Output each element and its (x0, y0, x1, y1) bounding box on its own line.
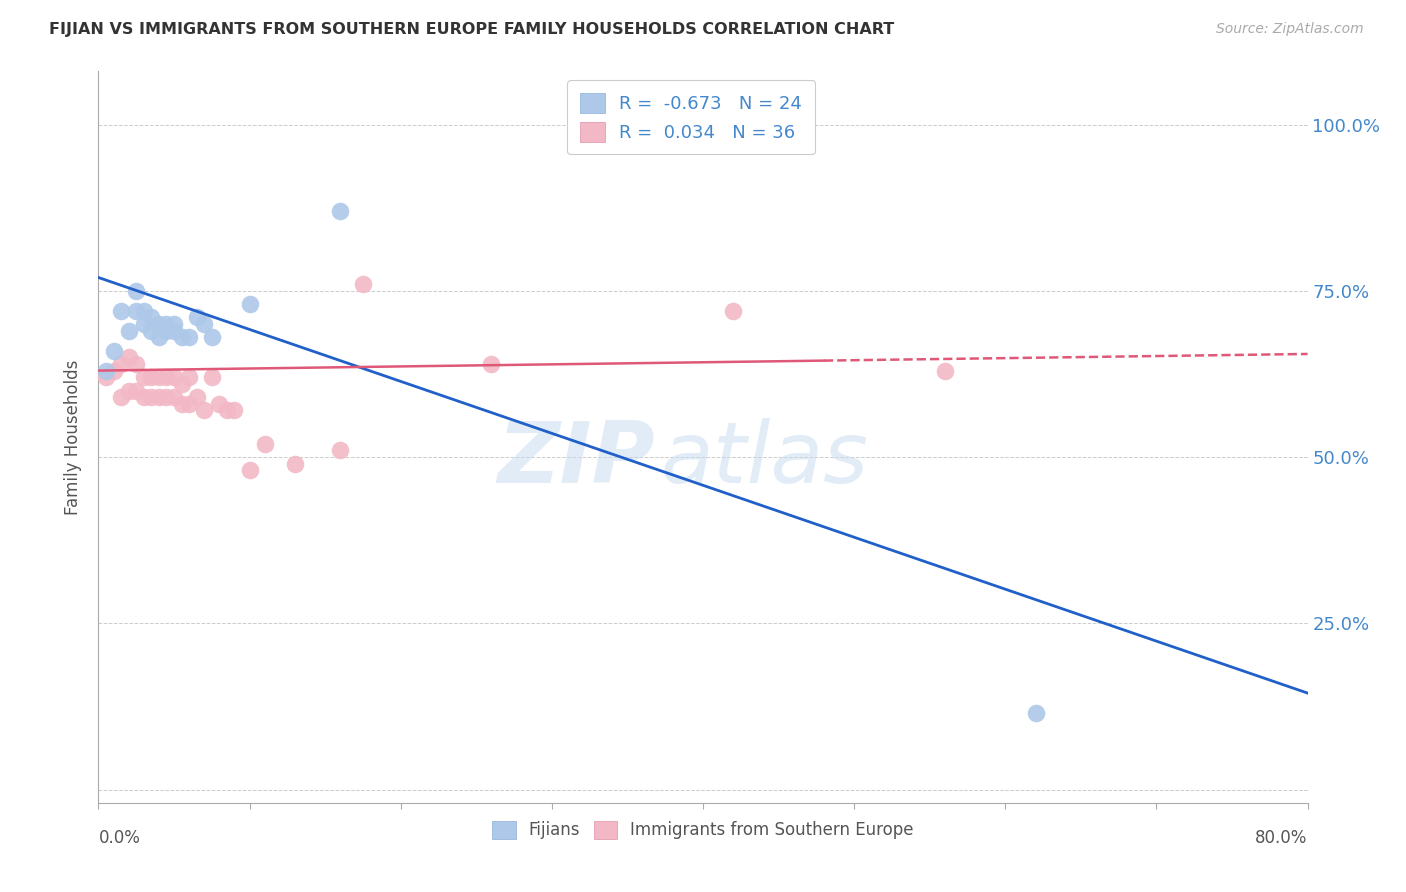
Point (148, 370, 170, 384)
Point (141, 310, 163, 325)
Point (155, 390, 177, 404)
Point (132, 370, 155, 384)
Point (148, 317, 170, 331)
Point (103, 343, 125, 358)
Text: 80.0%: 80.0% (1256, 829, 1308, 847)
Point (148, 390, 170, 404)
Point (94, 363, 117, 377)
Point (125, 384, 148, 398)
Point (193, 403, 215, 417)
Point (110, 303, 132, 318)
Point (179, 370, 201, 384)
Text: atlas: atlas (661, 417, 869, 500)
Point (118, 324, 141, 338)
Point (179, 397, 201, 411)
Point (163, 317, 186, 331)
Point (132, 390, 155, 404)
Point (132, 317, 155, 331)
Text: 0.0%: 0.0% (98, 829, 141, 847)
Point (186, 390, 208, 404)
Point (110, 390, 132, 404)
Point (170, 376, 193, 391)
Point (148, 330, 170, 344)
Point (170, 397, 193, 411)
Point (352, 277, 374, 292)
Point (215, 403, 238, 417)
Point (253, 436, 276, 450)
Point (125, 284, 148, 298)
Point (163, 370, 186, 384)
Point (94, 370, 117, 384)
Point (481, 357, 503, 371)
Point (186, 310, 208, 325)
Point (201, 370, 224, 384)
Text: ZIP: ZIP (496, 417, 655, 500)
Point (141, 324, 163, 338)
Point (125, 357, 148, 371)
Point (284, 457, 307, 471)
Point (118, 384, 141, 398)
Point (329, 443, 352, 458)
Point (155, 317, 177, 331)
Point (239, 463, 262, 477)
Point (141, 370, 163, 384)
Point (239, 297, 262, 311)
Point (723, 303, 745, 318)
Point (155, 370, 177, 384)
Point (103, 363, 125, 377)
Point (132, 303, 155, 318)
Y-axis label: Family Households: Family Households (65, 359, 83, 515)
Point (193, 317, 215, 331)
Point (1024, 706, 1046, 720)
Point (125, 303, 148, 318)
Point (170, 330, 193, 344)
Text: Source: ZipAtlas.com: Source: ZipAtlas.com (1216, 22, 1364, 37)
Point (110, 357, 132, 371)
Point (329, 204, 352, 219)
Point (201, 330, 224, 344)
Legend: Fijians, Immigrants from Southern Europe: Fijians, Immigrants from Southern Europe (482, 811, 924, 849)
Point (155, 324, 177, 338)
Point (934, 363, 956, 377)
Point (118, 351, 141, 365)
Point (179, 330, 201, 344)
Point (141, 390, 163, 404)
Point (163, 390, 186, 404)
Text: FIJIAN VS IMMIGRANTS FROM SOUTHERN EUROPE FAMILY HOUSEHOLDS CORRELATION CHART: FIJIAN VS IMMIGRANTS FROM SOUTHERN EUROP… (49, 22, 894, 37)
Point (208, 397, 231, 411)
Point (163, 324, 186, 338)
Point (224, 403, 246, 417)
